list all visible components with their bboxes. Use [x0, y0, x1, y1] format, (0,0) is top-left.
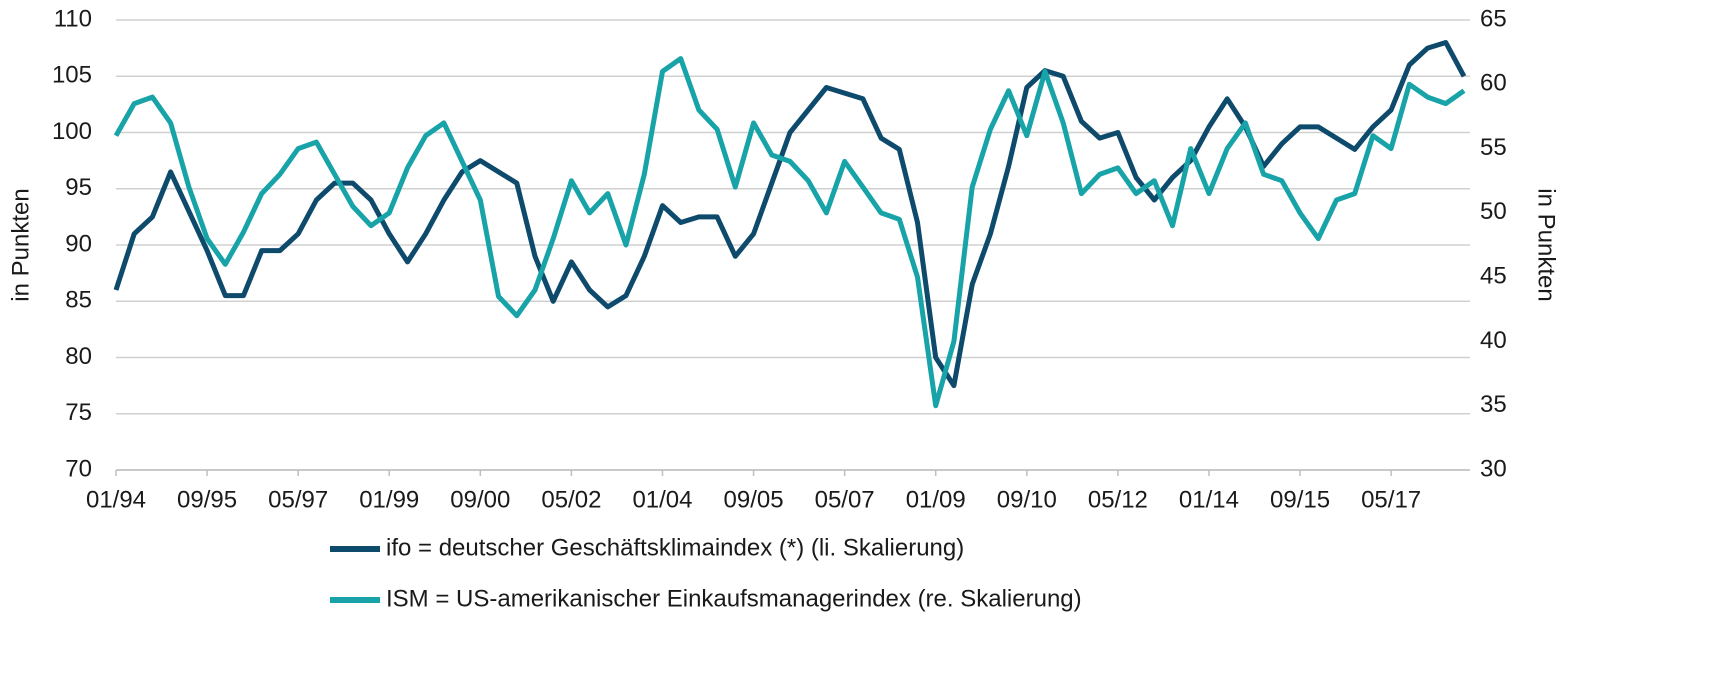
x-tick-label: 01/09	[906, 486, 966, 513]
x-tick-label: 01/04	[632, 486, 692, 513]
x-tick-label: 09/15	[1270, 486, 1330, 513]
y-tick-label: 85	[65, 287, 92, 314]
x-tick-label: 05/07	[815, 486, 875, 513]
legend-label: ifo = deutscher Geschäftsklimaindex (*) …	[386, 534, 964, 561]
y-tick-label: 105	[52, 62, 92, 89]
x-tick-label: 09/05	[724, 486, 784, 513]
y2-tick-label: 65	[1480, 5, 1507, 32]
y-axis-label: in Punkten	[7, 188, 34, 301]
x-tick-label: 05/12	[1088, 486, 1148, 513]
y2-tick-label: 60	[1480, 70, 1507, 97]
x-tick-label: 09/00	[450, 486, 510, 513]
x-tick-label: 09/95	[177, 486, 237, 513]
x-tick-label: 01/94	[86, 486, 146, 513]
y2-tick-label: 35	[1480, 391, 1507, 418]
y-tick-label: 70	[65, 455, 92, 482]
x-tick-label: 05/97	[268, 486, 328, 513]
series-line	[113, 56, 1466, 409]
x-tick-label: 05/02	[541, 486, 601, 513]
y-tick-label: 80	[65, 343, 92, 370]
y2-tick-label: 55	[1480, 134, 1507, 161]
series-line	[113, 40, 1467, 389]
legend-label: ISM = US-amerikanischer Einkaufsmanageri…	[386, 585, 1082, 612]
x-tick-label: 01/99	[359, 486, 419, 513]
y2-tick-label: 50	[1480, 198, 1507, 225]
y-tick-label: 110	[54, 5, 92, 32]
y-tick-label: 90	[65, 230, 92, 257]
y2-tick-label: 30	[1480, 455, 1507, 482]
y-tick-label: 95	[65, 174, 92, 201]
y-tick-label: 100	[52, 118, 92, 145]
y2-tick-label: 45	[1480, 262, 1507, 289]
x-tick-label: 09/10	[997, 486, 1057, 513]
y2-tick-label: 40	[1480, 327, 1507, 354]
x-tick-label: 01/14	[1179, 486, 1239, 513]
x-tick-label: 05/17	[1361, 486, 1421, 513]
y2-axis-label: in Punkten	[1533, 188, 1560, 301]
y-tick-label: 75	[65, 399, 92, 426]
